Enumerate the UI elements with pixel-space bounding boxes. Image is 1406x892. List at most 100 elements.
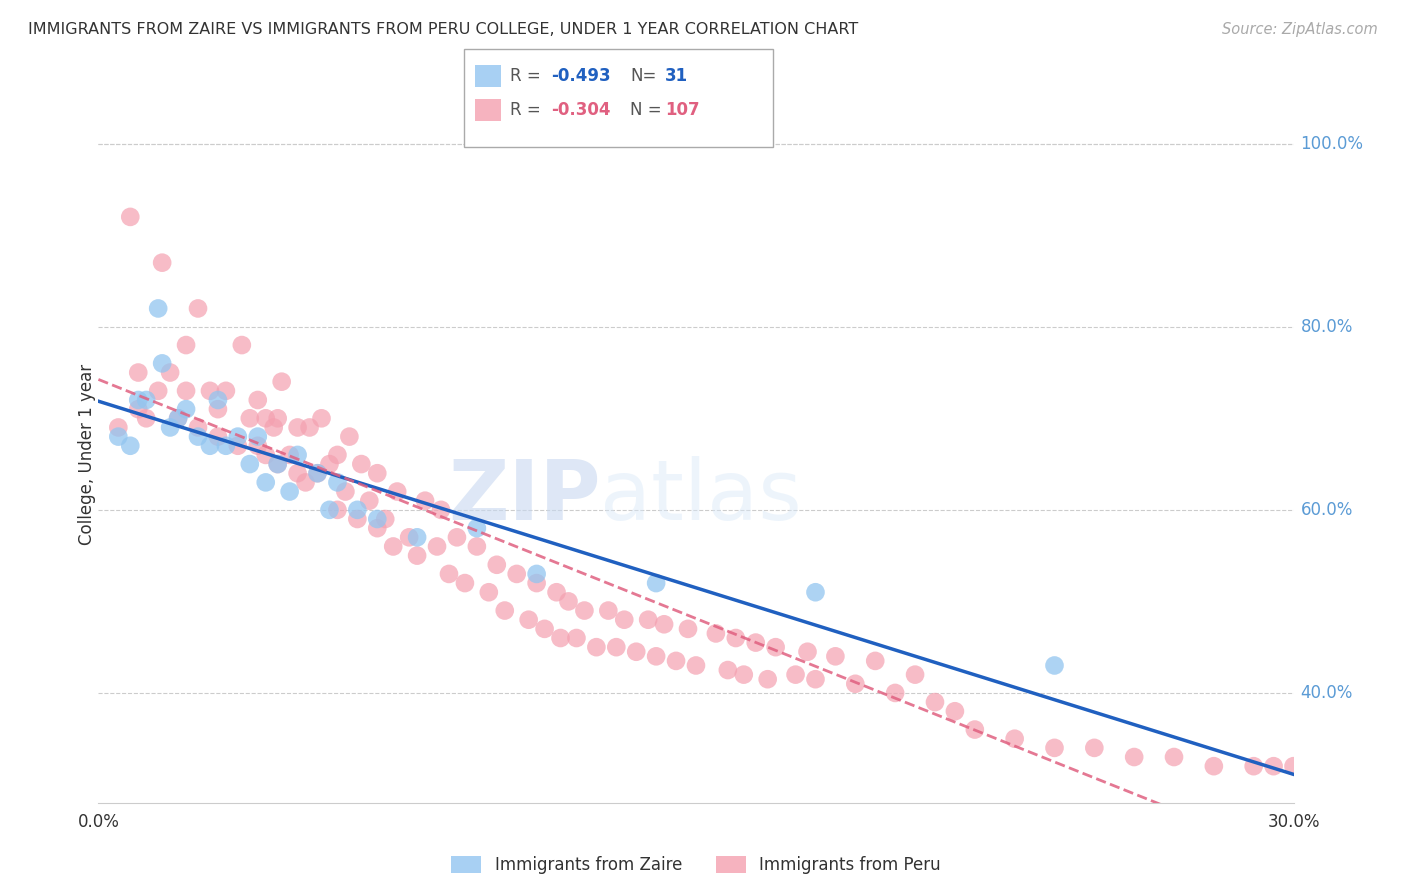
- Point: [263, 420, 285, 434]
- Point: [150, 255, 173, 269]
- Point: [526, 566, 548, 581]
- Point: [924, 695, 946, 709]
- Point: [1004, 731, 1026, 746]
- Point: [107, 420, 129, 434]
- Point: [533, 622, 555, 636]
- Point: [550, 631, 572, 645]
- Point: [637, 613, 659, 627]
- Point: [665, 654, 688, 668]
- Point: [278, 484, 301, 499]
- Point: [904, 667, 927, 681]
- Point: [326, 475, 349, 490]
- Point: [135, 392, 157, 407]
- Point: [413, 493, 436, 508]
- Point: [311, 411, 333, 425]
- Point: [127, 402, 149, 417]
- Point: [187, 420, 209, 434]
- Point: [127, 366, 149, 380]
- Point: [382, 540, 405, 554]
- Point: [756, 672, 779, 686]
- Point: [613, 613, 636, 627]
- Point: [239, 457, 262, 471]
- Point: [963, 723, 986, 737]
- Point: [1163, 750, 1185, 764]
- Point: [1263, 759, 1285, 773]
- Point: [465, 521, 488, 535]
- Point: [546, 585, 568, 599]
- Point: [685, 658, 707, 673]
- Point: [326, 448, 349, 462]
- Point: [318, 457, 340, 471]
- Point: [426, 540, 449, 554]
- Point: [207, 402, 229, 417]
- Point: [187, 301, 209, 316]
- Point: [127, 392, 149, 407]
- Point: [254, 448, 277, 462]
- Point: [174, 338, 197, 352]
- Point: [307, 467, 329, 481]
- Point: [226, 429, 249, 443]
- Point: [398, 530, 420, 544]
- Point: [198, 439, 221, 453]
- Point: [745, 635, 768, 649]
- Point: [454, 576, 477, 591]
- Point: [246, 392, 269, 407]
- Point: [943, 704, 966, 718]
- Point: [1202, 759, 1225, 773]
- Point: [148, 301, 170, 316]
- Point: [287, 448, 309, 462]
- Point: [526, 576, 548, 591]
- Point: [346, 503, 368, 517]
- Point: [1123, 750, 1146, 764]
- Point: [1243, 759, 1265, 773]
- Point: [326, 503, 349, 517]
- Text: atlas: atlas: [600, 456, 801, 537]
- Point: [148, 384, 170, 398]
- Point: [270, 375, 292, 389]
- Point: [704, 626, 727, 640]
- Point: [120, 439, 142, 453]
- Point: [107, 429, 129, 443]
- Point: [485, 558, 508, 572]
- Point: [645, 576, 668, 591]
- Point: [804, 672, 827, 686]
- Point: [167, 411, 190, 425]
- Point: [298, 420, 321, 434]
- Point: [254, 475, 277, 490]
- Point: [335, 484, 357, 499]
- Text: 40.0%: 40.0%: [1301, 684, 1353, 702]
- Point: [159, 366, 181, 380]
- Point: [267, 457, 290, 471]
- Text: N =: N =: [630, 101, 661, 119]
- Text: IMMIGRANTS FROM ZAIRE VS IMMIGRANTS FROM PERU COLLEGE, UNDER 1 YEAR CORRELATION : IMMIGRANTS FROM ZAIRE VS IMMIGRANTS FROM…: [28, 22, 859, 37]
- Point: [574, 603, 596, 617]
- Point: [733, 667, 755, 681]
- Point: [267, 411, 290, 425]
- Point: [1282, 759, 1305, 773]
- Point: [339, 429, 360, 443]
- Point: [215, 384, 238, 398]
- Point: [174, 402, 197, 417]
- Point: [863, 654, 886, 668]
- Point: [187, 429, 209, 443]
- Point: [215, 439, 238, 453]
- Point: [884, 686, 907, 700]
- Point: [652, 617, 675, 632]
- Text: -0.304: -0.304: [551, 101, 610, 119]
- Legend: Immigrants from Zaire, Immigrants from Peru: Immigrants from Zaire, Immigrants from P…: [451, 856, 941, 874]
- Text: -0.493: -0.493: [551, 67, 610, 85]
- Point: [346, 512, 368, 526]
- Point: [430, 503, 453, 517]
- Point: [645, 649, 668, 664]
- Text: 31: 31: [665, 67, 688, 85]
- Text: 100.0%: 100.0%: [1301, 135, 1364, 153]
- Point: [406, 549, 429, 563]
- Point: [246, 439, 269, 453]
- Point: [254, 411, 277, 425]
- Point: [198, 384, 221, 398]
- Point: [446, 530, 468, 544]
- Point: [359, 493, 381, 508]
- Point: [724, 631, 747, 645]
- Point: [135, 411, 157, 425]
- Point: [231, 338, 253, 352]
